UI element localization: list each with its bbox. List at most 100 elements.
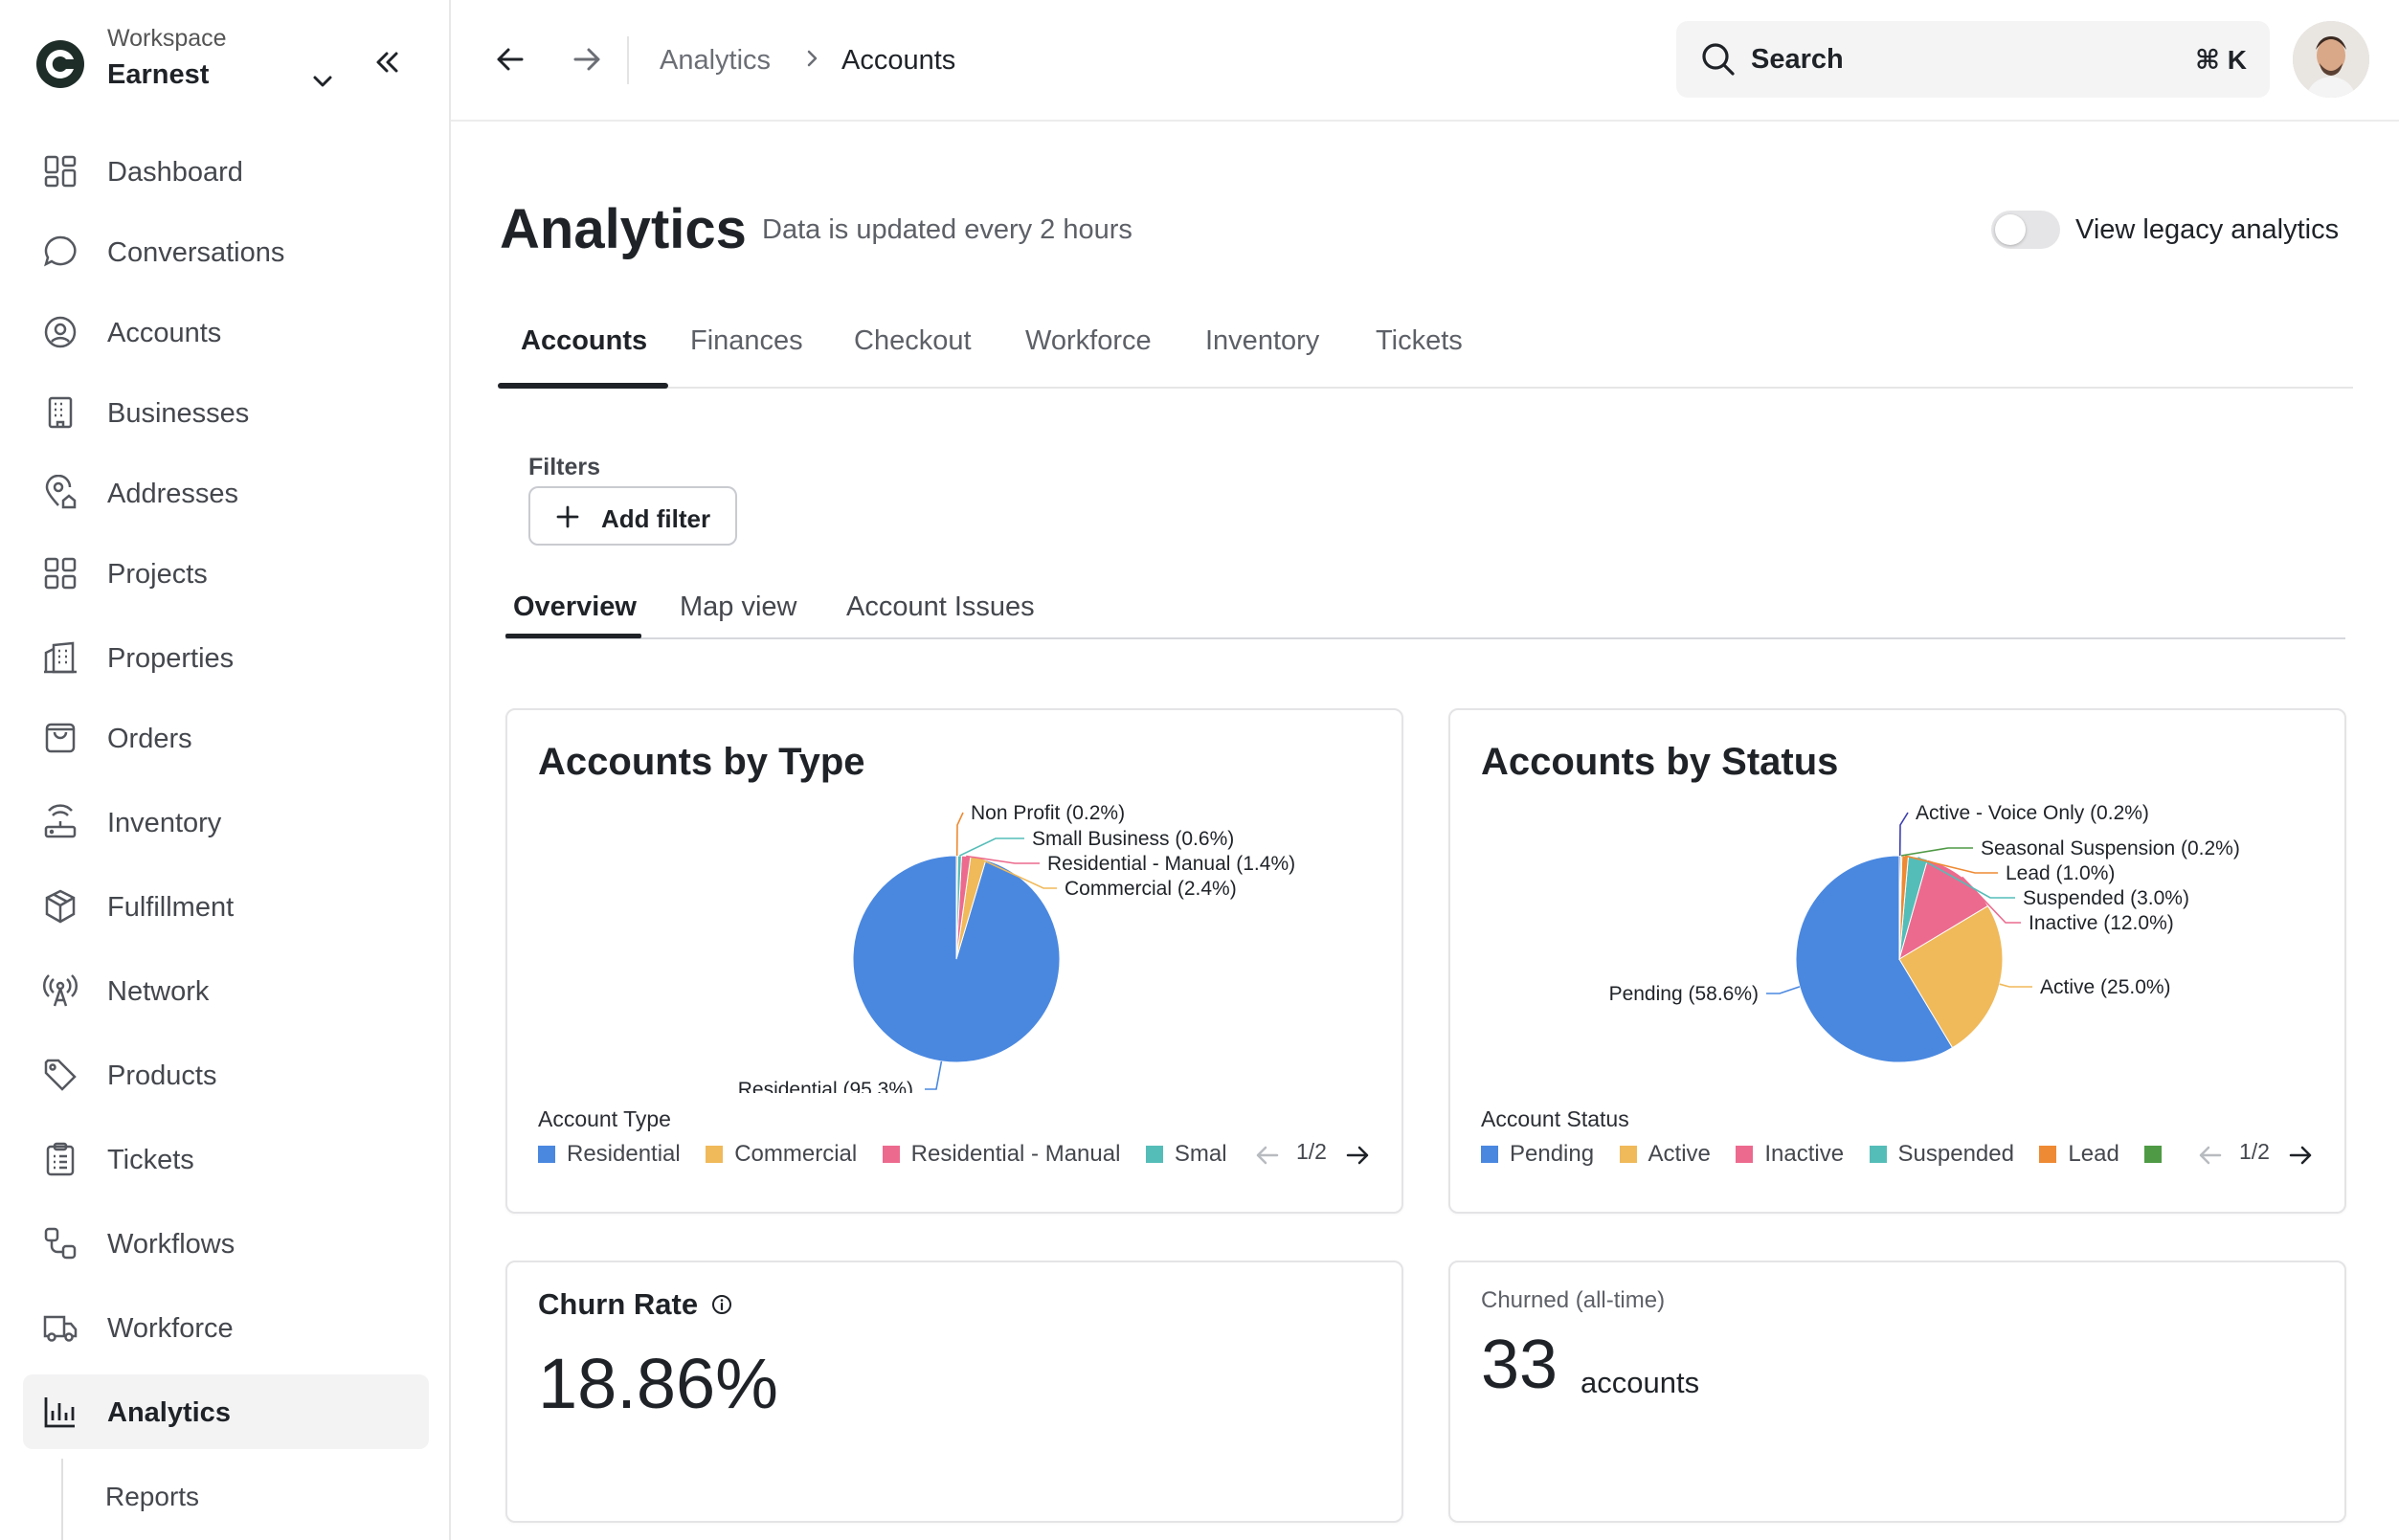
legend-swatch: [1481, 1146, 1498, 1163]
sidebar-item-analytics[interactable]: Analytics: [23, 1374, 429, 1449]
sidebar-item-network[interactable]: Network: [23, 953, 429, 1028]
legacy-analytics-label: View legacy analytics: [2075, 214, 2340, 245]
legend-swatch: [538, 1146, 555, 1163]
sidebar-item-properties[interactable]: Properties: [23, 620, 429, 695]
tab-finances[interactable]: Finances: [690, 325, 803, 356]
subtab-account-issues[interactable]: Account Issues: [846, 591, 1035, 622]
sidebar-item-label: Dashboard: [107, 157, 243, 188]
workspace-label: Workspace: [107, 25, 227, 52]
pie-leader-line: [1962, 876, 2021, 924]
analytics-tabs: Accounts Finances Checkout Workforce Inv…: [498, 316, 2353, 389]
plus-icon: [556, 505, 579, 528]
info-icon[interactable]: [710, 1293, 733, 1316]
active-tab-indicator: [498, 383, 668, 389]
pie-slice-active[interactable]: [1898, 904, 2004, 1049]
sidebar-item-accounts[interactable]: Accounts: [23, 295, 429, 369]
shopping-bag-icon: [45, 723, 76, 753]
sidebar-item-workforce[interactable]: Workforce: [23, 1290, 429, 1365]
overview-subtabs: Overview Map view Account Issues: [505, 584, 2345, 639]
sidebar-item-label: Properties: [107, 643, 235, 674]
toggle-knob: [1995, 214, 2026, 245]
workspace-switcher[interactable]: Workspace Earnest: [34, 19, 437, 105]
pie-leader-line: [1999, 983, 2032, 988]
page-title: Analytics: [500, 198, 747, 260]
tab-checkout[interactable]: Checkout: [854, 325, 972, 356]
sidebar-item-label: Projects: [107, 559, 208, 590]
pie-leader-line: [1900, 847, 1973, 857]
tab-workforce[interactable]: Workforce: [1025, 325, 1152, 356]
sidebar-item-addresses[interactable]: Addresses: [23, 456, 429, 530]
legend-item-commercial[interactable]: Commercial: [706, 1141, 857, 1168]
subtab-map-view[interactable]: Map view: [680, 591, 797, 622]
legend-swatch: [1145, 1146, 1163, 1163]
sidebar-item-tickets[interactable]: Tickets: [23, 1122, 429, 1196]
legend-item-lead[interactable]: Lead: [2039, 1141, 2119, 1168]
antenna-icon: [42, 974, 78, 1007]
churned-unit: accounts: [1581, 1366, 1700, 1399]
card-title: Accounts by Status: [1481, 741, 1839, 783]
legend-prev-arrow-icon[interactable]: [2195, 1143, 2224, 1168]
legend-item-suspended[interactable]: Suspended: [1869, 1141, 2014, 1168]
sidebar-item-orders[interactable]: Orders: [23, 701, 429, 775]
legend-pager: 1/2: [2239, 1139, 2270, 1164]
user-avatar[interactable]: [2293, 21, 2369, 98]
legend-next-arrow-icon[interactable]: [2287, 1143, 2316, 1168]
sidebar-item-projects[interactable]: Projects: [23, 536, 429, 611]
pie-label-active: Active (25.0%): [2040, 976, 2171, 998]
legend-item-inactive[interactable]: Inactive: [1736, 1141, 1844, 1168]
back-arrow-icon[interactable]: [489, 38, 531, 80]
pie-slice-non-profit[interactable]: [955, 855, 958, 960]
tab-tickets[interactable]: Tickets: [1376, 325, 1463, 356]
sidebar-item-inventory[interactable]: Inventory: [23, 785, 429, 859]
legend-next-arrow-icon[interactable]: [1344, 1143, 1373, 1168]
legend-prev-arrow-icon[interactable]: [1252, 1143, 1281, 1168]
pie-slice-active-voice-only[interactable]: [1898, 855, 1901, 960]
legend-swatch: [882, 1146, 900, 1163]
pie-label-non-profit: Non Profit (0.2%): [971, 802, 1125, 824]
pie-label-pending: Pending (58.6%): [1609, 983, 1759, 1005]
legend-label: Active: [1648, 1141, 1711, 1167]
grid-icon: [44, 557, 77, 590]
pie-label-seasonal-suspension: Seasonal Suspension (0.2%): [1981, 837, 2240, 859]
legend-item-small-business[interactable]: Small: [1145, 1141, 1227, 1168]
breadcrumb-analytics[interactable]: Analytics: [660, 45, 772, 76]
card-title: Accounts by Type: [538, 741, 865, 783]
tab-accounts[interactable]: Accounts: [521, 325, 648, 356]
sidebar-item-fulfillment[interactable]: Fulfillment: [23, 869, 429, 944]
tab-inventory[interactable]: Inventory: [1205, 325, 1320, 356]
chevron-down-icon[interactable]: [308, 67, 337, 96]
search-icon: [1702, 43, 1735, 76]
sidebar-item-products[interactable]: Products: [23, 1038, 429, 1112]
legend-item-residential[interactable]: Residential: [538, 1141, 681, 1168]
sidebar-item-label: Addresses: [107, 479, 239, 509]
forward-arrow-icon[interactable]: [566, 38, 608, 80]
accounts-by-type-card: Accounts by Type Residential (95.3%) Comm…: [505, 708, 1403, 1214]
add-filter-label: Add filter: [601, 504, 711, 533]
legend-label: Inactive: [1764, 1141, 1845, 1167]
pie-label-active-voice-only: Active - Voice Only (0.2%): [1916, 802, 2149, 824]
building-icon: [48, 396, 73, 429]
sidebar-item-workflows[interactable]: Workflows: [23, 1206, 429, 1281]
add-filter-button[interactable]: Add filter: [528, 486, 737, 546]
active-subtab-indicator: [505, 634, 641, 638]
legacy-analytics-toggle[interactable]: [1991, 211, 2060, 249]
sidebar-item-conversations[interactable]: Conversations: [23, 214, 429, 289]
user-circle-icon: [44, 316, 77, 348]
legend-item-residential-manual[interactable]: Residential - Manual: [882, 1141, 1120, 1168]
sidebar-item-label: Workflows: [107, 1229, 235, 1260]
sidebar-item-dashboard[interactable]: Dashboard: [23, 134, 429, 209]
subtab-overview[interactable]: Overview: [513, 591, 637, 622]
collapse-sidebar-icon[interactable]: [368, 44, 406, 82]
legend-label: Lead: [2068, 1141, 2119, 1167]
router-icon: [44, 804, 77, 838]
legend-item-active[interactable]: Active: [1619, 1141, 1711, 1168]
legend-label: Small: [1174, 1141, 1227, 1167]
search-box[interactable]: Search ⌘ K: [1676, 21, 2270, 98]
sidebar-subitem-reports[interactable]: Reports: [105, 1482, 200, 1511]
sidebar-item-businesses[interactable]: Businesses: [23, 375, 429, 450]
sidebar-item-label: Workforce: [107, 1313, 234, 1344]
churn-rate-value: 18.86%: [538, 1344, 778, 1423]
legend-item-pending[interactable]: Pending: [1481, 1141, 1594, 1168]
sidebar-item-label: Tickets: [107, 1145, 194, 1175]
legend-item-seasonal[interactable]: S: [2144, 1141, 2164, 1168]
